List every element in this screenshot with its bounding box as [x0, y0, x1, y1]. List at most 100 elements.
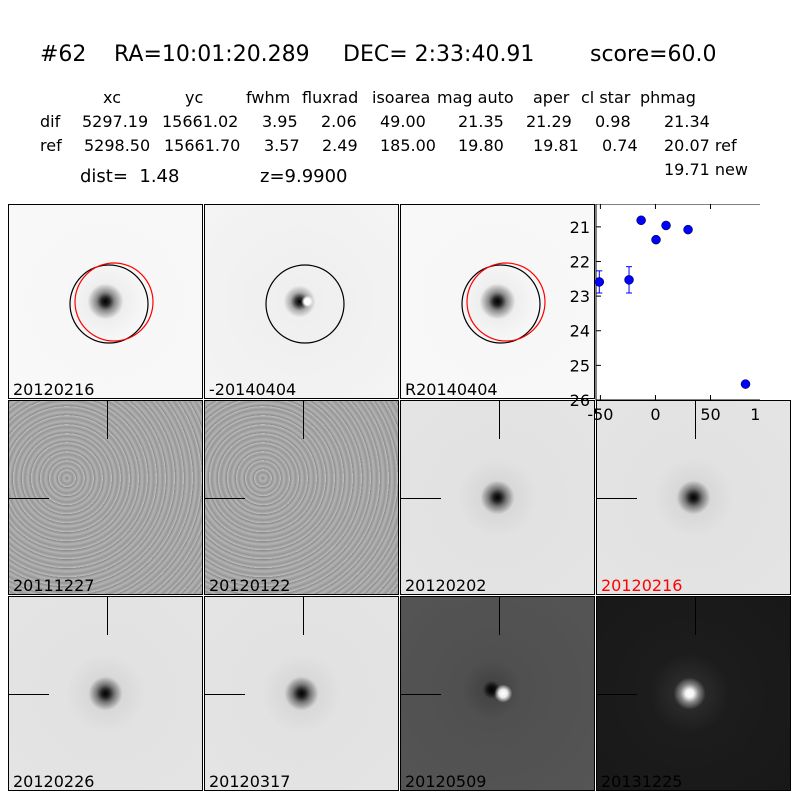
column-header: mag auto — [437, 88, 514, 107]
y-tick-label: 23 — [570, 287, 590, 306]
table-cell: 5298.50 — [84, 136, 151, 155]
table-cell: 15661.02 — [162, 112, 239, 131]
crosshair-horizontal — [205, 498, 245, 499]
stamp-date-label: 20120226 — [13, 772, 95, 791]
crosshair-horizontal — [9, 498, 49, 499]
column-header: cl star — [581, 88, 631, 107]
crosshair-vertical — [303, 401, 304, 439]
table-cell: 3.57 — [264, 136, 300, 155]
data-point — [624, 275, 634, 285]
dec-value: DEC= 2:33:40.91 — [343, 42, 535, 67]
stamp-date-label: 20120509 — [405, 772, 487, 791]
y-tick-label: 24 — [570, 322, 590, 341]
table-cell: 15661.70 — [164, 136, 241, 155]
red-aperture-circle — [74, 262, 154, 342]
x-tick-label: -50 — [587, 405, 613, 424]
lightcurve-svg: -50 0 50 100 21 22 23 24 25 26 — [570, 204, 760, 424]
y-tick-label: 21 — [570, 218, 590, 237]
table-cell: 0.98 — [595, 112, 631, 131]
row-label: dif — [40, 112, 61, 131]
table-cell: 2.06 — [321, 112, 357, 131]
table-cell: 5297.19 — [82, 112, 149, 131]
stamp-date-label: R20140404 — [405, 380, 498, 399]
stamp-date-label: -20140404 — [209, 380, 297, 399]
table-cell: 20.07 ref — [664, 136, 737, 155]
column-header: aper — [533, 88, 570, 107]
data-point — [740, 379, 751, 389]
column-header: phmag — [640, 88, 696, 107]
ra-value: RA=10:01:20.289 — [114, 42, 310, 67]
crosshair-vertical — [499, 401, 500, 439]
table-cell: 2.49 — [322, 136, 358, 155]
black-aperture-circle — [265, 264, 345, 344]
dist-value: dist= 1.48 — [80, 166, 180, 187]
stamp-date-label: 20120202 — [405, 576, 487, 595]
x-tick-label: 0 — [650, 405, 660, 424]
data-point — [683, 224, 693, 235]
x-tick-label: 100 — [750, 405, 760, 424]
data-point — [661, 220, 671, 231]
z-value: z=9.9900 — [260, 166, 348, 187]
crosshair-vertical — [107, 401, 108, 439]
column-header: isoarea — [372, 88, 431, 107]
aperture-circles — [461, 262, 546, 344]
image-stamp: 20120216 — [8, 204, 203, 399]
image-stamp: R20140404 — [400, 204, 595, 399]
stamp-date-label: 20111227 — [13, 576, 95, 595]
image-stamp: 20120317 — [204, 596, 399, 791]
table-cell: 0.74 — [602, 136, 638, 155]
stamp-date-label: 20120317 — [209, 772, 291, 791]
table-cell: 19.81 — [533, 136, 579, 155]
data-point — [636, 215, 646, 226]
image-stamp: 20111227 — [8, 400, 203, 595]
crosshair-vertical — [303, 597, 304, 635]
x-tick-label: 50 — [700, 405, 720, 424]
row-label: ref — [40, 136, 62, 155]
image-stamp: -20140404 — [204, 204, 399, 399]
image-stamp: 20120216 — [596, 400, 791, 595]
y-tick-label: 25 — [570, 356, 590, 375]
crosshair-horizontal — [205, 694, 245, 695]
column-header: fluxrad — [302, 88, 359, 107]
crosshair-vertical — [107, 597, 108, 635]
image-stamp: 20120509 — [400, 596, 595, 791]
black-aperture-circle — [69, 264, 149, 344]
column-header: yc — [185, 88, 204, 107]
table-cell: 21.34 — [664, 112, 710, 131]
table-cell: 185.00 — [380, 136, 436, 155]
table-cell: 3.95 — [262, 112, 298, 131]
y-tick-label: 22 — [570, 252, 590, 271]
crosshair-vertical — [499, 597, 500, 635]
data-point — [594, 277, 605, 287]
data-point — [651, 234, 661, 245]
black-aperture-circle — [461, 264, 541, 344]
plot-area — [595, 204, 760, 401]
crosshair-horizontal — [9, 694, 49, 695]
image-stamp: 20120202 — [400, 400, 595, 595]
stamp-date-label: 20120122 — [209, 576, 291, 595]
table-cell: 21.29 — [526, 112, 572, 131]
image-stamp: 20131225 — [596, 596, 791, 791]
aperture-circles — [69, 262, 154, 344]
column-header: xc — [103, 88, 121, 107]
crosshair-horizontal — [597, 694, 637, 695]
stamp-date-label: 20120216 — [601, 576, 683, 595]
image-stamp: 20120122 — [204, 400, 399, 595]
red-aperture-circle — [466, 262, 546, 342]
new-phmag: 19.71 new — [664, 160, 748, 179]
crosshair-horizontal — [401, 694, 441, 695]
table-cell: 19.80 — [458, 136, 504, 155]
stamp-date-label: 20120216 — [13, 380, 95, 399]
y-tick-label: 26 — [570, 391, 590, 410]
crosshair-vertical — [695, 597, 696, 635]
crosshair-horizontal — [401, 498, 441, 499]
image-stamp: 20120226 — [8, 596, 203, 791]
aperture-circles — [265, 264, 345, 344]
stamp-date-label: 20131225 — [601, 772, 683, 791]
candidate-id: #62 — [40, 42, 87, 67]
crosshair-vertical — [695, 401, 696, 439]
table-cell: 49.00 — [380, 112, 426, 131]
score-value: score=60.0 — [590, 42, 717, 67]
lightcurve-chart: -50 0 50 100 21 22 23 24 25 26 — [570, 204, 793, 424]
